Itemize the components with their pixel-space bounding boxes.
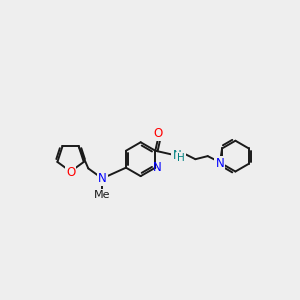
Text: N: N bbox=[152, 161, 161, 174]
Text: N: N bbox=[172, 149, 181, 162]
Text: O: O bbox=[154, 127, 163, 140]
Text: O: O bbox=[66, 166, 75, 179]
Text: N: N bbox=[98, 172, 106, 185]
Text: Me: Me bbox=[94, 190, 110, 200]
Text: N: N bbox=[215, 157, 224, 170]
Text: H: H bbox=[177, 153, 185, 163]
